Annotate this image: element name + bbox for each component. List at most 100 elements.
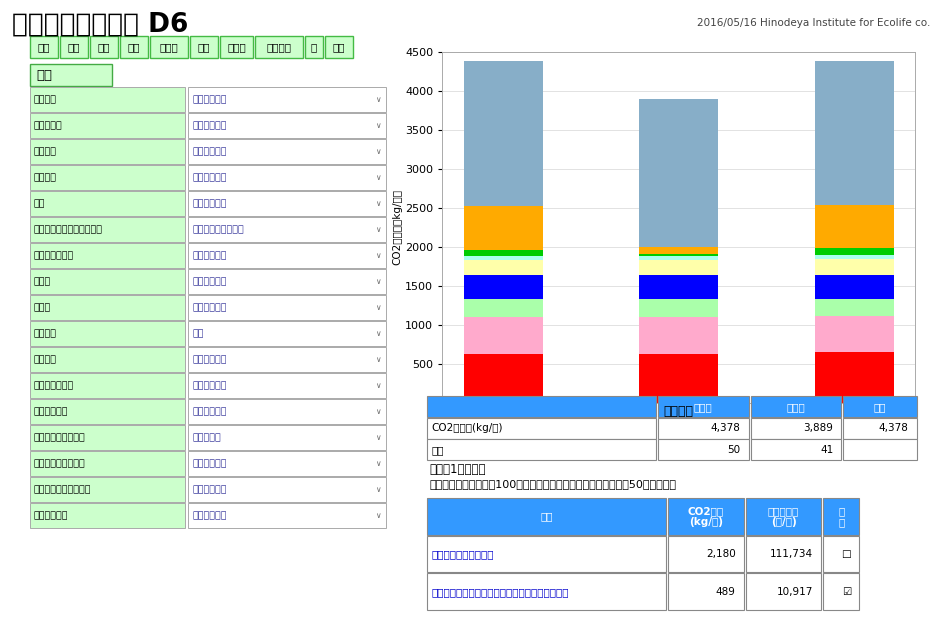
Text: 天井が屋根面（最上階）か: 天井が屋根面（最上階）か: [34, 225, 103, 234]
FancyBboxPatch shape: [657, 439, 748, 460]
FancyBboxPatch shape: [667, 536, 743, 573]
FancyBboxPatch shape: [30, 321, 184, 346]
Text: 階数: 階数: [34, 199, 46, 208]
FancyBboxPatch shape: [427, 573, 665, 610]
Text: 集合戸建て: 集合戸建て: [34, 121, 63, 130]
Bar: [814, 259, 893, 274]
FancyBboxPatch shape: [30, 165, 184, 190]
Bar: [463, 206, 542, 250]
Text: ∨: ∨: [374, 95, 380, 104]
FancyBboxPatch shape: [188, 113, 386, 138]
FancyBboxPatch shape: [30, 477, 184, 502]
Text: 111,734: 111,734: [769, 549, 812, 559]
Text: 家族人数: 家族人数: [34, 95, 57, 104]
Text: ∨: ∨: [374, 303, 380, 312]
Text: 京都: 京都: [193, 329, 204, 338]
FancyBboxPatch shape: [150, 36, 188, 58]
Text: 10,917: 10,917: [776, 587, 812, 597]
Text: 選んで下さい: 選んで下さい: [193, 407, 227, 416]
Text: ∨: ∨: [374, 381, 380, 390]
Text: 選んで下さい: 選んで下さい: [193, 485, 227, 494]
FancyBboxPatch shape: [750, 396, 841, 417]
Text: ∨: ∨: [374, 225, 380, 234]
FancyBboxPatch shape: [657, 396, 748, 417]
FancyBboxPatch shape: [188, 451, 386, 476]
Bar: [814, 274, 893, 299]
Bar: [638, 260, 718, 276]
Text: 築年数: 築年数: [34, 303, 51, 312]
Text: 4,378: 4,378: [710, 423, 739, 433]
FancyBboxPatch shape: [823, 498, 858, 535]
Bar: [638, 299, 718, 317]
Text: 選んで下さい: 選んで下さい: [193, 173, 227, 182]
FancyBboxPatch shape: [188, 399, 386, 424]
Text: 太陽光発電を設置する: 太陽光発電を設置する: [431, 549, 493, 559]
Text: 太陽光の設置: 太陽光の設置: [34, 511, 68, 520]
Text: ∨: ∨: [374, 147, 380, 156]
Text: 選
択: 選 択: [837, 506, 843, 527]
Text: ∨: ∨: [374, 173, 380, 182]
FancyBboxPatch shape: [188, 503, 386, 528]
FancyBboxPatch shape: [188, 373, 386, 398]
Text: 選んで下さい: 選んで下さい: [193, 277, 227, 286]
Text: 窓の断熱リフォーム: 窓の断熱リフォーム: [34, 459, 86, 468]
FancyBboxPatch shape: [842, 418, 915, 439]
Text: 調理: 調理: [332, 42, 344, 52]
FancyBboxPatch shape: [30, 87, 184, 112]
Text: 給湯: 給湯: [67, 42, 80, 52]
FancyBboxPatch shape: [188, 243, 386, 268]
Text: 屋根の日当たり: 屋根の日当たり: [34, 251, 74, 260]
FancyBboxPatch shape: [667, 498, 743, 535]
Text: 家庭の省エネ診断 D6: 家庭の省エネ診断 D6: [12, 12, 188, 38]
FancyBboxPatch shape: [188, 269, 386, 294]
Text: 平均の1倍です。: 平均の1倍です。: [429, 463, 485, 477]
FancyBboxPatch shape: [188, 165, 386, 190]
Text: 50: 50: [726, 445, 739, 455]
Bar: [814, 299, 893, 316]
Bar: [638, 99, 718, 247]
Bar: [463, 250, 542, 256]
FancyBboxPatch shape: [188, 425, 386, 450]
Text: 2016/05/16 Hinodeya Institute for Ecolife co.: 2016/05/16 Hinodeya Institute for Ecolif…: [695, 18, 929, 28]
Text: 平均: 平均: [873, 402, 885, 412]
Text: 選んで下さい: 選んで下さい: [193, 121, 227, 130]
FancyBboxPatch shape: [30, 399, 184, 424]
FancyBboxPatch shape: [120, 36, 148, 58]
Text: 都道府県: 都道府県: [34, 329, 57, 338]
FancyBboxPatch shape: [30, 373, 184, 398]
Text: ☑: ☑: [841, 587, 850, 597]
Bar: [814, 254, 893, 259]
Text: 照明: 照明: [197, 42, 210, 52]
Bar: [638, 354, 718, 402]
Text: 光熱費削減
(円/年): 光熱費削減 (円/年): [768, 506, 798, 527]
Text: 壁面の断熱材の厚さ: 壁面の断熱材の厚さ: [34, 433, 86, 442]
Bar: [814, 205, 893, 249]
Text: 順位: 順位: [431, 445, 444, 455]
Text: 2,180: 2,180: [705, 549, 735, 559]
FancyBboxPatch shape: [30, 139, 184, 164]
Text: ∨: ∨: [374, 459, 380, 468]
Text: 暖房: 暖房: [127, 42, 140, 52]
FancyBboxPatch shape: [305, 36, 323, 58]
Text: 3,889: 3,889: [803, 423, 832, 433]
FancyBboxPatch shape: [842, 396, 915, 417]
FancyBboxPatch shape: [188, 321, 386, 346]
Text: 選んで下さい: 選んで下さい: [193, 199, 227, 208]
FancyBboxPatch shape: [750, 439, 841, 460]
Text: ∨: ∨: [374, 251, 380, 260]
Text: 窓の断熱性能: 窓の断熱性能: [34, 407, 68, 416]
Text: 選んで下さい: 選んで下さい: [193, 303, 227, 312]
FancyBboxPatch shape: [188, 217, 386, 242]
Text: 冷蔵車: 冷蔵車: [159, 42, 178, 52]
Text: 全体: 全体: [37, 42, 51, 52]
Text: 選んで下さい: 選んで下さい: [193, 251, 227, 260]
FancyBboxPatch shape: [255, 36, 302, 58]
FancyBboxPatch shape: [745, 573, 821, 610]
FancyBboxPatch shape: [842, 439, 915, 460]
Text: 洗濯乾燥: 洗濯乾燥: [266, 42, 291, 52]
Text: 選んで下さい: 選んで下さい: [193, 355, 227, 364]
FancyBboxPatch shape: [30, 295, 184, 320]
Bar: [814, 61, 893, 205]
Text: 41: 41: [819, 445, 832, 455]
FancyBboxPatch shape: [30, 243, 184, 268]
